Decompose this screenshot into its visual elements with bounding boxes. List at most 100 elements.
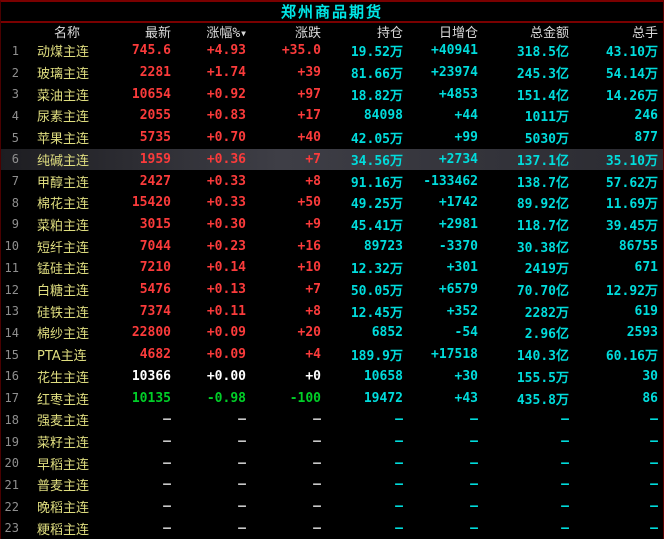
table-body: 1 动煤主连 745.6 +4.93 +35.0 19.52万 +40941 318.5亿 43… — [1, 40, 663, 539]
cell-latest: 745.6 — [131, 43, 171, 59]
cell-oi: 50.05万 — [350, 284, 403, 300]
cell-pct: +0.14 — [206, 260, 246, 276]
cell-oi_chg: +43 — [454, 390, 478, 406]
table-row[interactable]: 7 甲醇主连 2427 +0.33 +8 91.16万 -133462 138.7亿 57.62… — [1, 170, 663, 192]
cell-vol: 877 — [634, 130, 658, 146]
table-row[interactable]: 22 晚稻主连 — — — — — — — — [1, 496, 663, 518]
cell-amount: 70.70亿 — [516, 284, 569, 300]
cell-chg: +10 — [297, 260, 321, 276]
header-cell-vol[interactable]: 总手 — [631, 26, 658, 41]
cell-oi: — — [395, 412, 403, 428]
cell-oi: 89723 — [363, 238, 403, 254]
cell-oi_chg: +44 — [454, 108, 478, 124]
cell-vol: 2593 — [626, 325, 658, 341]
table-row[interactable]: 9 菜粕主连 3015 +0.30 +9 45.41万 +2981 118.7亿 39.45万 — [1, 214, 663, 236]
cell-pct: +0.36 — [206, 151, 246, 167]
cell-pct: — — [238, 434, 246, 449]
table-row[interactable]: 14 棉纱主连 22800 +0.09 +20 6852 -54 2.96亿 2593 — [1, 322, 663, 344]
table-row[interactable]: 3 菜油主连 10654 +0.92 +97 18.82万 +4853 151.4亿 14.26… — [1, 83, 663, 105]
cell-latest: 7044 — [139, 238, 171, 254]
cell-chg: +7 — [305, 151, 321, 167]
cell-vol: 246 — [634, 108, 658, 124]
cell-chg: +4 — [305, 347, 321, 363]
cell-oi_chg: — — [470, 520, 478, 536]
cell-chg: — — [313, 499, 321, 515]
table-row[interactable]: 5 苹果主连 5735 +0.70 +40 42.05万 +99 5030万 877 — [1, 127, 663, 149]
table-row[interactable]: 10 短纤主连 7044 +0.23 +16 89723 -3370 30.38亿 86755 — [1, 235, 663, 257]
table-row[interactable]: 23 粳稻主连 — — — — — — — — [1, 517, 663, 539]
cell-amount: — — [561, 477, 569, 493]
cell-vol: 14.26万 — [605, 88, 658, 104]
header-cell-name[interactable]: 名称 — [53, 26, 80, 41]
table-row[interactable]: 20 早稻主连 — — — — — — — — [1, 452, 663, 474]
cell-num: 20 — [4, 456, 19, 471]
cell-vol: 35.10万 — [605, 153, 658, 169]
cell-latest: — — [163, 412, 171, 428]
cell-amount: 435.8万 — [516, 392, 569, 408]
cell-num: 23 — [4, 521, 19, 536]
cell-vol: — — [650, 499, 658, 515]
cell-name: 红枣主连 — [37, 392, 90, 408]
cell-oi_chg: — — [470, 455, 478, 471]
cell-amount: 137.1亿 — [516, 153, 569, 169]
header-cell-chg[interactable]: 涨跌 — [294, 26, 321, 41]
cell-num: 6 — [11, 152, 19, 167]
cell-latest: 2281 — [139, 65, 171, 81]
cell-vol: 671 — [634, 260, 658, 276]
title-divider — [1, 21, 663, 23]
cell-name: 粳稻主连 — [37, 522, 90, 538]
cell-oi: 34.56万 — [350, 153, 403, 169]
header-cell-latest[interactable]: 最新 — [144, 26, 171, 41]
table-row[interactable]: 15 PTA主连 4682 +0.09 +4 189.9万 +17518 140.3亿 60.1… — [1, 344, 663, 366]
cell-name: 苹果主连 — [37, 132, 90, 148]
cell-oi_chg: +30 — [454, 368, 478, 384]
cell-latest: 7374 — [139, 303, 171, 319]
table-row[interactable]: 4 尿素主连 2055 +0.83 +17 84098 +44 1011万 246 — [1, 105, 663, 127]
cell-vol: — — [650, 455, 658, 471]
cell-chg: +50 — [297, 195, 321, 211]
cell-pct: +0.33 — [206, 195, 246, 211]
cell-num: 16 — [4, 369, 19, 384]
cell-latest: — — [163, 455, 171, 471]
table-row[interactable]: 12 白糖主连 5476 +0.13 +7 50.05万 +6579 70.70亿 12.92万 — [1, 279, 663, 301]
cell-amount: 89.92亿 — [516, 197, 569, 213]
table-row[interactable]: 19 菜籽主连 — — — — — — — — [1, 431, 663, 453]
cell-amount: — — [561, 520, 569, 536]
cell-name: 普麦主连 — [37, 479, 90, 495]
cell-oi_chg: — — [470, 412, 478, 428]
cell-num: 11 — [4, 260, 19, 275]
header-cell-amount[interactable]: 总金额 — [529, 26, 569, 41]
cell-oi_chg: -133462 — [423, 173, 478, 189]
cell-num: 4 — [11, 108, 19, 123]
cell-oi: 19.52万 — [350, 45, 403, 61]
cell-amount: 30.38亿 — [516, 240, 569, 256]
table-row[interactable]: 2 玻璃主连 2281 +1.74 +39 81.66万 +23974 245.3亿 54.14… — [1, 62, 663, 84]
header-cell-oi_chg[interactable]: 日增仓 — [438, 26, 478, 41]
cell-vol: 60.16万 — [605, 349, 658, 365]
cell-oi_chg: +99 — [454, 130, 478, 146]
cell-pct: +0.13 — [206, 282, 246, 298]
cell-oi: 189.9万 — [350, 349, 403, 365]
header-cell-pct[interactable]: 涨幅%▼ — [206, 26, 246, 41]
table-row[interactable]: 17 红枣主连 10135 -0.98 -100 19472 +43 435.8万 86 — [1, 387, 663, 409]
table-row[interactable]: 6 纯碱主连 1959 +0.36 +7 34.56万 +2734 137.1亿 35.10万 — [1, 148, 663, 171]
table-row[interactable]: 18 强麦主连 — — — — — — — — [1, 409, 663, 431]
cell-oi: — — [395, 455, 403, 471]
cell-amount: 1011万 — [524, 110, 569, 126]
cell-latest: — — [163, 520, 171, 536]
table-row[interactable]: 11 锰硅主连 7210 +0.14 +10 12.32万 +301 2419万 671 — [1, 257, 663, 279]
cell-oi: — — [395, 477, 403, 493]
table-row[interactable]: 8 棉花主连 15420 +0.33 +50 49.25万 +1742 89.92亿 11.69… — [1, 192, 663, 214]
table-row[interactable]: 13 硅铁主连 7374 +0.11 +8 12.45万 +352 2282万 619 — [1, 300, 663, 322]
cell-name: 尿素主连 — [37, 110, 90, 126]
cell-oi: 6852 — [371, 325, 403, 341]
table-row[interactable]: 1 动煤主连 745.6 +4.93 +35.0 19.52万 +40941 318.5亿 43… — [1, 40, 663, 62]
cell-num: 10 — [4, 239, 19, 254]
cell-amount: 318.5亿 — [516, 45, 569, 61]
cell-pct: — — [238, 520, 246, 536]
table-row[interactable]: 21 普麦主连 — — — — — — — — [1, 474, 663, 496]
cell-name: 强麦主连 — [37, 414, 90, 430]
table-row[interactable]: 16 花生主连 10366 +0.00 +0 10658 +30 155.5万 30 — [1, 366, 663, 388]
cell-chg: — — [313, 412, 321, 428]
header-cell-oi[interactable]: 持仓 — [376, 26, 403, 41]
